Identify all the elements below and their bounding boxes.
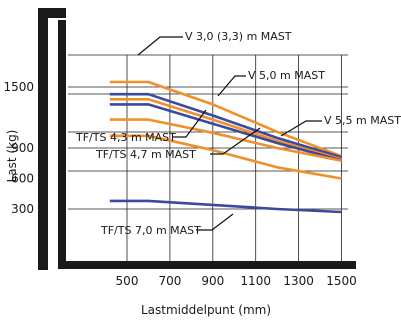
y-tick-label-1: 600 [11,172,34,186]
annotation-leader-4 [210,127,261,155]
annotation-leader-1 [217,75,246,97]
annotation-leader-0 [137,36,183,56]
y-tick-label-3: 1500 [3,80,34,94]
x-tick-label-5: 1500 [326,274,357,288]
series-line-6 [109,199,342,214]
x-axis-label: Lastmiddelpunt (mm) [141,303,271,317]
annotation-label-2: V 5,5 m MAST [324,114,401,127]
y-tick-label-2: 900 [11,141,34,155]
annotation-label-3: TF/TS 4,3 m MAST [75,131,176,144]
series-group [109,80,342,214]
x-tick-label-2: 900 [201,274,224,288]
annotation-label-4: TF/TS 4,7 m MAST [95,148,196,161]
annotation-label-1: V 5,0 m MAST [248,69,325,82]
series-line-4 [109,118,342,162]
x-tick-label-0: 500 [116,274,139,288]
series-line-3 [109,103,342,162]
series-line-0 [109,80,342,158]
annotation-leader-5 [196,213,234,231]
tick-labels: 500 700 900 1100 1300 1500 300 600 900 1500 [3,80,356,288]
series-line-2 [109,98,342,161]
y-tick-label-0: 300 [11,202,34,216]
x-tick-label-1: 700 [158,274,181,288]
annotations-group: V 3,0 (3,3) m MAST V 5,0 m MAST V 5,5 m MA… [75,30,401,237]
axes-frame [38,8,356,270]
annotation-label-0: V 3,0 (3,3) m MAST [185,30,292,43]
x-axis-frame [58,261,356,269]
series-line-1 [109,92,342,159]
x-tick-label-3: 1100 [240,274,271,288]
annotation-leader-2 [280,120,322,137]
annotation-label-5: TF/TS 7,0 m MAST [100,224,201,237]
x-tick-label-4: 1300 [283,274,314,288]
y-axis-frame [38,8,66,270]
series-line-5 [109,134,342,180]
y-axis-label: Last (kg) [5,130,19,183]
annotation-leader-3 [172,109,207,138]
y-axis-bar [58,20,66,269]
